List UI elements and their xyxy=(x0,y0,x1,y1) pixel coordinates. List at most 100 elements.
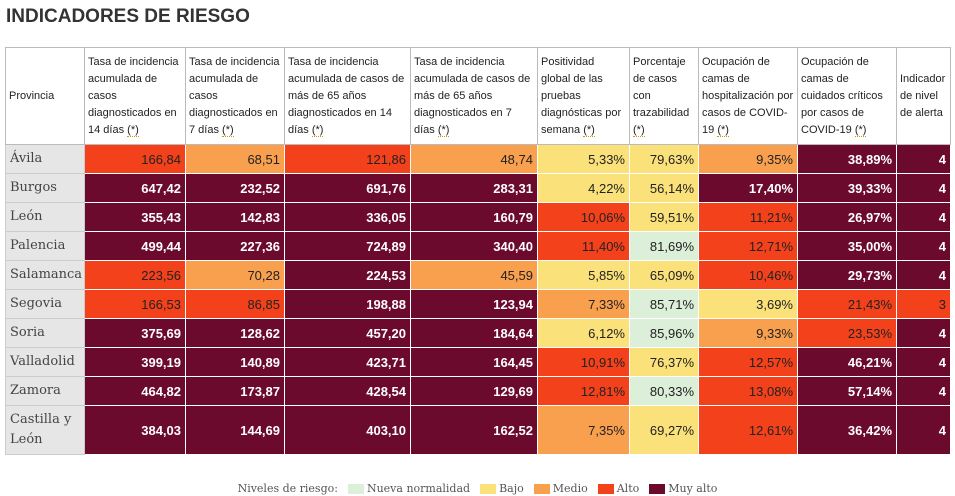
column-header: Ocupación de camas de cuidados críticos … xyxy=(797,47,897,145)
value-cell: 48,74 xyxy=(410,144,538,174)
value-cell: 160,79 xyxy=(410,202,538,232)
value-cell: 4 xyxy=(896,347,951,377)
value-cell: 36,42% xyxy=(797,405,897,455)
legend: Niveles de riesgo: Nueva normalidad Bajo Me… xyxy=(0,482,955,495)
table-row: Valladolid 399,19 140,89 423,71 164,45 10,91%… xyxy=(5,347,951,377)
value-cell: 10,06% xyxy=(537,202,630,232)
value-cell: 7,35% xyxy=(537,405,630,455)
table-row: Castilla y León 384,03 144,69 403,10 162,52 7… xyxy=(5,405,951,455)
value-cell: 35,00% xyxy=(797,231,897,261)
value-cell: 198,88 xyxy=(284,289,411,319)
value-cell: 70,28 xyxy=(185,260,285,290)
legend-title: Niveles de riesgo: xyxy=(237,482,338,495)
legend-label: Muy alto xyxy=(668,482,718,495)
province-cell: Salamanca xyxy=(5,260,85,290)
value-cell: 21,43% xyxy=(797,289,897,319)
value-cell: 4 xyxy=(896,202,951,232)
province-cell: Ávila xyxy=(5,144,85,174)
value-cell: 5,85% xyxy=(537,260,630,290)
value-cell: 76,37% xyxy=(629,347,699,377)
value-cell: 647,42 xyxy=(84,173,186,203)
province-cell: Soria xyxy=(5,318,85,348)
value-cell: 173,87 xyxy=(185,376,285,406)
header-note: (*) xyxy=(127,123,139,137)
value-cell: 340,40 xyxy=(410,231,538,261)
value-cell: 5,33% xyxy=(537,144,630,174)
column-header: Provincia xyxy=(5,47,85,145)
value-cell: 724,89 xyxy=(284,231,411,261)
value-cell: 499,44 xyxy=(84,231,186,261)
legend-swatch xyxy=(533,484,550,494)
header-row: Provincia Tasa de incidencia acumulada de… xyxy=(5,47,951,145)
legend-swatch xyxy=(480,484,497,494)
table-row: Soria 375,69 128,62 457,20 184,64 6,12% 85,96%… xyxy=(5,318,951,348)
table-row: Zamora 464,82 173,87 428,54 129,69 12,81% 80,3… xyxy=(5,376,951,406)
value-cell: 6,12% xyxy=(537,318,630,348)
value-cell: 129,69 xyxy=(410,376,538,406)
header-text: Positividad global de las pruebas diagnó… xyxy=(541,55,622,136)
value-cell: 144,69 xyxy=(185,405,285,455)
value-cell: 3,69% xyxy=(698,289,798,319)
value-cell: 80,33% xyxy=(629,376,699,406)
value-cell: 166,53 xyxy=(84,289,186,319)
header-text: Ocupación de camas de hospitalización po… xyxy=(702,55,794,136)
header-note: (*) xyxy=(717,123,729,137)
table-row: Segovia 166,53 86,85 198,88 123,94 7,33% 85,71… xyxy=(5,289,951,319)
table-row: Burgos 647,42 232,52 691,76 283,31 4,22% 56,14… xyxy=(5,173,951,203)
value-cell: 23,53% xyxy=(797,318,897,348)
value-cell: 123,94 xyxy=(410,289,538,319)
header-text: Porcentaje de casos con trazabilidad xyxy=(633,55,690,119)
value-cell: 4 xyxy=(896,318,951,348)
value-cell: 232,52 xyxy=(185,173,285,203)
value-cell: 56,14% xyxy=(629,173,699,203)
value-cell: 4,22% xyxy=(537,173,630,203)
table-row: Salamanca 223,56 70,28 224,53 45,59 5,85% 65,0… xyxy=(5,260,951,290)
column-header: Indicador de nivel de alerta xyxy=(896,47,951,145)
value-cell: 164,45 xyxy=(410,347,538,377)
value-cell: 86,85 xyxy=(185,289,285,319)
column-header: Porcentaje de casos con trazabilidad (*) xyxy=(629,47,699,145)
value-cell: 17,40% xyxy=(698,173,798,203)
value-cell: 57,14% xyxy=(797,376,897,406)
province-cell: Zamora xyxy=(5,376,85,406)
value-cell: 38,89% xyxy=(797,144,897,174)
value-cell: 10,46% xyxy=(698,260,798,290)
legend-label: Medio xyxy=(552,482,588,495)
value-cell: 399,19 xyxy=(84,347,186,377)
value-cell: 85,71% xyxy=(629,289,699,319)
province-cell: Castilla y León xyxy=(5,405,85,455)
value-cell: 29,73% xyxy=(797,260,897,290)
value-cell: 375,69 xyxy=(84,318,186,348)
value-cell: 81,69% xyxy=(629,231,699,261)
value-cell: 142,83 xyxy=(185,202,285,232)
value-cell: 355,43 xyxy=(84,202,186,232)
header-text: Ocupación de camas de cuidados críticos … xyxy=(801,55,883,136)
value-cell: 7,33% xyxy=(537,289,630,319)
table-row: Ávila 166,84 68,51 121,86 48,74 5,33% 79,63% 9,… xyxy=(5,144,951,174)
value-cell: 223,56 xyxy=(84,260,186,290)
value-cell: 12,57% xyxy=(698,347,798,377)
value-cell: 11,40% xyxy=(537,231,630,261)
value-cell: 140,89 xyxy=(185,347,285,377)
value-cell: 121,86 xyxy=(284,144,411,174)
legend-swatch xyxy=(347,484,364,494)
value-cell: 69,27% xyxy=(629,405,699,455)
province-cell: Burgos xyxy=(5,173,85,203)
value-cell: 85,96% xyxy=(629,318,699,348)
value-cell: 10,91% xyxy=(537,347,630,377)
province-cell: Segovia xyxy=(5,289,85,319)
value-cell: 428,54 xyxy=(284,376,411,406)
value-cell: 403,10 xyxy=(284,405,411,455)
header-note: (*) xyxy=(633,123,645,137)
header-note: (*) xyxy=(311,123,324,137)
value-cell: 9,35% xyxy=(698,144,798,174)
value-cell: 45,59 xyxy=(410,260,538,290)
column-header: Tasa de incidencia acumulada de casos di… xyxy=(185,47,285,145)
value-cell: 283,31 xyxy=(410,173,538,203)
legend-label: Bajo xyxy=(499,482,524,495)
column-header: Positividad global de las pruebas diagnó… xyxy=(537,47,630,145)
value-cell: 224,53 xyxy=(284,260,411,290)
value-cell: 79,63% xyxy=(629,144,699,174)
legend-label: Alto xyxy=(616,482,640,495)
